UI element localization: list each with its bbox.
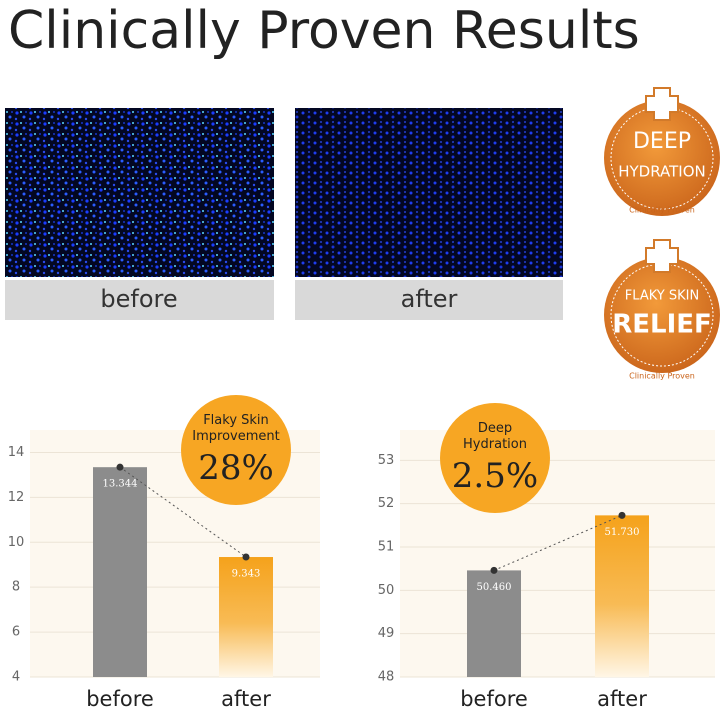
x-tick-label: after [597, 687, 647, 711]
point [242, 553, 250, 561]
y-tick-label: 48 [378, 670, 395, 685]
badge: DEEP HYDRATION Clinically Proven [604, 87, 720, 216]
badge-line: FLAKY SKIN [625, 289, 699, 304]
y-tick-label: 10 [8, 535, 25, 550]
bar [219, 557, 273, 677]
annotation-circle [181, 395, 291, 505]
badge-caption: Clinically Proven [629, 206, 695, 215]
before-image [5, 108, 274, 277]
badge-caption: Clinically Proven [629, 372, 695, 381]
y-tick-label: 6 [12, 625, 20, 640]
annotation-text: Deep Hydration [463, 421, 527, 452]
trend-line [493, 514, 623, 571]
after-image [295, 108, 563, 277]
annotation-value: 2.5% [452, 456, 538, 496]
charts: 4 6 8 10 12 14 before 13.344 after 9.343 Flaky Ski… [8, 395, 715, 711]
y-tick-label: 4 [12, 670, 20, 685]
point [618, 511, 626, 519]
x-tick-label: before [460, 687, 528, 711]
badge-line: RELIEF [612, 310, 712, 340]
value-label: 13.344 [103, 479, 138, 490]
annotation-line: Deep [478, 421, 512, 436]
bar [467, 570, 521, 677]
y-tick-label: 14 [8, 445, 25, 460]
y-tick-label: 52 [378, 496, 395, 511]
image-label: after [401, 285, 458, 313]
value-label: 51.730 [605, 527, 640, 538]
x-tick-label: after [221, 687, 271, 711]
annotation-value: 28% [198, 448, 274, 488]
bar [595, 515, 649, 677]
label-bar [5, 280, 274, 320]
badge-line: HYDRATION [618, 163, 706, 181]
badge: FLAKY SKIN RELIEF Clinically Proven [604, 239, 720, 381]
x-tick-label: before [86, 687, 154, 711]
annotation-line: Flaky Skin [203, 413, 269, 428]
value-label: 50.460 [477, 582, 512, 593]
y-tick-label: 8 [12, 580, 20, 595]
trend-line [119, 466, 247, 558]
y-tick-label: 12 [8, 490, 25, 505]
label-bar [295, 280, 563, 320]
value-label: 9.343 [232, 569, 261, 580]
point [116, 463, 124, 471]
bar [93, 467, 147, 677]
y-tick-label: 53 [378, 453, 395, 468]
annotation-line: Hydration [463, 437, 527, 452]
annotation-line: Improvement [192, 429, 279, 444]
point [490, 566, 498, 574]
page-title: Clinically Proven Results [8, 1, 640, 61]
y-tick-label: 49 [378, 626, 395, 641]
badge-line: DEEP [633, 129, 691, 154]
annotation-circle [440, 403, 550, 513]
image-label: before [100, 285, 177, 313]
annotation-text: Flaky Skin Improvement [192, 413, 279, 444]
y-tick-label: 51 [378, 540, 395, 555]
y-tick-label: 50 [378, 583, 395, 598]
